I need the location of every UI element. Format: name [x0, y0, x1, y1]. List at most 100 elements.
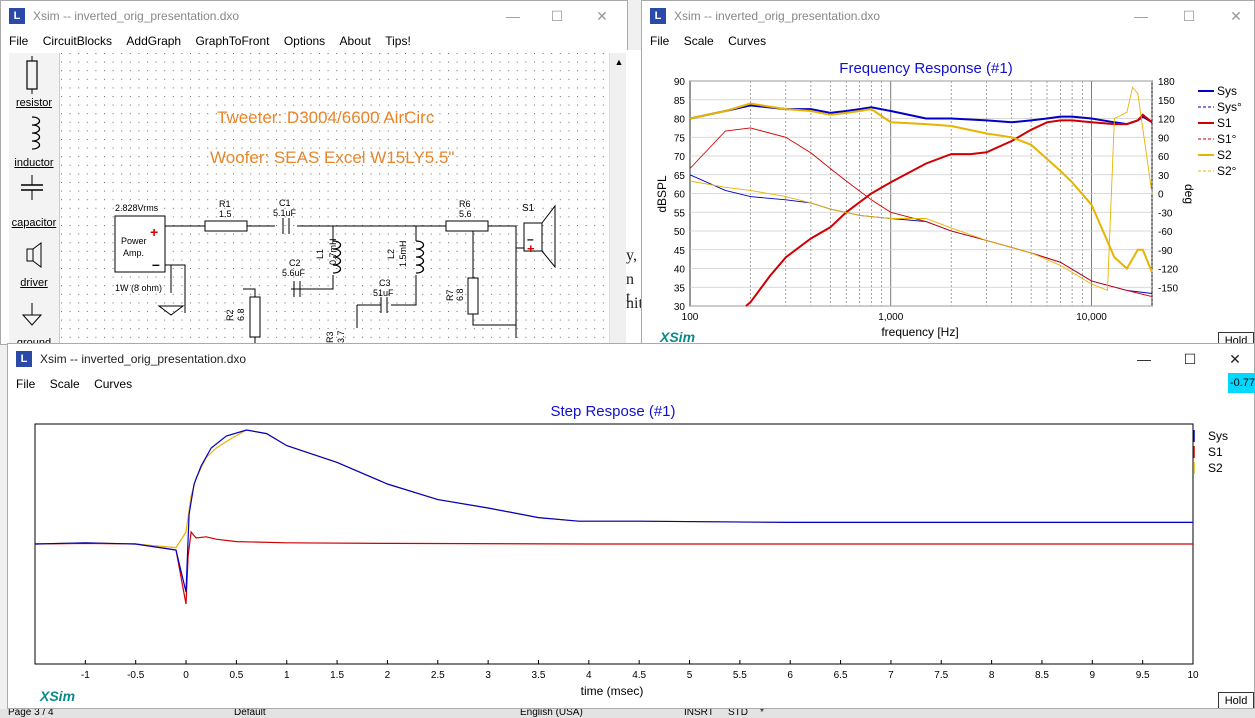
freq-titlebar[interactable]: L Xsim -- inverted_orig_presentation.dxo… — [642, 1, 1254, 31]
palette-label-driver[interactable]: driver — [20, 277, 48, 289]
capacitor-c3[interactable] — [380, 297, 388, 313]
x-tick-label: 6 — [787, 670, 793, 681]
menu-options[interactable]: Options — [283, 34, 326, 48]
menu-scale[interactable]: Scale — [49, 377, 80, 391]
c3-value: 51uF — [373, 288, 394, 298]
capacitor-c2[interactable] — [293, 281, 301, 297]
vertical-scrollbar[interactable]: ▲ — [609, 53, 627, 344]
svg-text:–: – — [527, 232, 534, 246]
menu-circuitblocks[interactable]: CircuitBlocks — [42, 34, 113, 48]
close-icon[interactable]: ✕ — [1229, 351, 1241, 367]
palette-label-inductor[interactable]: inductor — [14, 157, 54, 169]
close-icon[interactable]: ✕ — [596, 8, 608, 24]
c2-name: C2 — [289, 258, 301, 268]
x-tick-label: 5.5 — [733, 670, 747, 681]
hold-button[interactable]: Hold — [1218, 332, 1254, 344]
r6-value: 5.6 — [459, 209, 472, 219]
status-bar: Page 3 / 4 Default English (USA) INSRT S… — [0, 709, 1255, 718]
x-tick-label: 1 — [284, 670, 290, 681]
r2-name: R2 — [225, 309, 235, 321]
menu-file[interactable]: File — [16, 377, 36, 391]
menu-tips[interactable]: Tips! — [385, 34, 411, 48]
resistor-r6[interactable] — [445, 220, 489, 232]
status-language: English (USA) — [520, 709, 583, 718]
y2-tick-label: 30 — [1158, 171, 1170, 182]
menu-curves[interactable]: Curves — [728, 34, 767, 48]
r3-name: R3 — [325, 331, 335, 343]
schematic-canvas[interactable]: Tweeter: D3004/6600 AirCirc Woofer: SEAS… — [61, 53, 609, 345]
resistor-r1[interactable] — [204, 220, 248, 232]
tweeter-note: Tweeter: D3004/6600 AirCirc — [217, 108, 435, 127]
inductor-l1[interactable] — [332, 240, 342, 274]
series-s2-phase — [689, 86, 1153, 292]
x-tick-label: 3.5 — [532, 670, 546, 681]
scroll-up-icon[interactable]: ▲ — [614, 57, 624, 67]
x-tick-label: -1 — [81, 670, 90, 681]
r2-value: 6.8 — [236, 308, 246, 321]
capacitor-icon[interactable] — [21, 175, 43, 200]
menu-file[interactable]: File — [9, 34, 29, 48]
menu-scale[interactable]: Scale — [683, 34, 714, 48]
doc-fragment-2: n t — [626, 271, 634, 306]
l1-name: L1 — [315, 249, 325, 259]
y2-tick-label: 0 — [1158, 190, 1164, 201]
inductor-icon[interactable] — [31, 116, 41, 150]
power-amp[interactable] — [114, 215, 166, 273]
menu-graphtofront[interactable]: GraphToFront — [195, 34, 270, 48]
x-tick-label: 7.5 — [934, 670, 948, 681]
x-tick-label: 0.5 — [229, 670, 243, 681]
legend-label: S2 — [1208, 461, 1223, 475]
hold-button[interactable]: Hold — [1218, 692, 1254, 708]
maximize-icon[interactable]: ☐ — [550, 8, 564, 24]
step-response-chart[interactable]: Step Respose (#1) time (msec) XSim -1 -0.… — [8, 394, 1254, 708]
x-tick-label: 8.5 — [1035, 670, 1049, 681]
minimize-icon[interactable]: — — [1137, 351, 1151, 367]
frequency-response-chart[interactable]: Frequency Response (#1) dBSPL deg freque… — [642, 51, 1254, 344]
step-titlebar[interactable]: L Xsim -- inverted_orig_presentation.dxo… — [8, 344, 1254, 374]
resistor-icon[interactable] — [26, 56, 38, 94]
minimize-icon[interactable]: — — [1134, 8, 1148, 24]
maximize-icon[interactable]: ☐ — [1183, 351, 1197, 367]
s1-name: S1 — [522, 203, 535, 214]
menu-about[interactable]: About — [339, 34, 371, 48]
x-tick-label: 5 — [687, 670, 693, 681]
freq-menubar: File Scale Curves — [642, 31, 1254, 51]
y-tick-label: 55 — [674, 208, 686, 219]
minimize-icon[interactable]: — — [506, 8, 520, 24]
menu-curves[interactable]: Curves — [94, 377, 133, 391]
x-tick-label: 7 — [888, 670, 894, 681]
x-tick-label: -0.5 — [127, 670, 145, 681]
palette-label-resistor[interactable]: resistor — [15, 97, 53, 109]
x-tick-label: 9.5 — [1136, 670, 1150, 681]
palette-label-capacitor[interactable]: capacitor — [11, 217, 57, 229]
menu-addgraph[interactable]: AddGraph — [126, 34, 182, 48]
maximize-icon[interactable]: ☐ — [1182, 8, 1196, 24]
x-tick-label: 3 — [485, 670, 491, 681]
x-tick-label: 4.5 — [632, 670, 646, 681]
r7-name: R7 — [445, 289, 455, 301]
close-icon[interactable]: ✕ — [1230, 8, 1242, 24]
resistor-r7[interactable] — [467, 277, 479, 315]
x-axis-label: time (msec) — [581, 684, 644, 698]
circuit-titlebar[interactable]: L Xsim -- inverted_orig_presentation.dxo… — [1, 1, 627, 31]
y-tick-label: 50 — [674, 227, 686, 238]
l2-value: 1.5mH — [398, 240, 408, 267]
ground-icon[interactable] — [21, 303, 43, 326]
y2-tick-label: -150 — [1158, 283, 1178, 294]
app-icon: L — [16, 351, 32, 367]
y2-tick-label: 60 — [1158, 152, 1170, 163]
palette-label-ground[interactable]: ground — [16, 337, 52, 345]
step-window: L Xsim -- inverted_orig_presentation.dxo… — [7, 343, 1255, 709]
resistor-r2[interactable] — [249, 296, 261, 338]
status-std: STD — [728, 709, 748, 718]
series-s2 — [689, 102, 1153, 273]
capacitor-c1[interactable] — [282, 218, 290, 234]
speaker-s1[interactable]: – + — [523, 204, 556, 269]
menu-file[interactable]: File — [650, 34, 670, 48]
x-tick-label: 9 — [1090, 670, 1096, 681]
y2-tick-label: 150 — [1158, 96, 1175, 107]
inductor-l2[interactable] — [415, 240, 425, 274]
wires — [157, 225, 524, 343]
legend-label: S1 — [1217, 116, 1232, 130]
speaker-icon[interactable] — [26, 242, 42, 268]
